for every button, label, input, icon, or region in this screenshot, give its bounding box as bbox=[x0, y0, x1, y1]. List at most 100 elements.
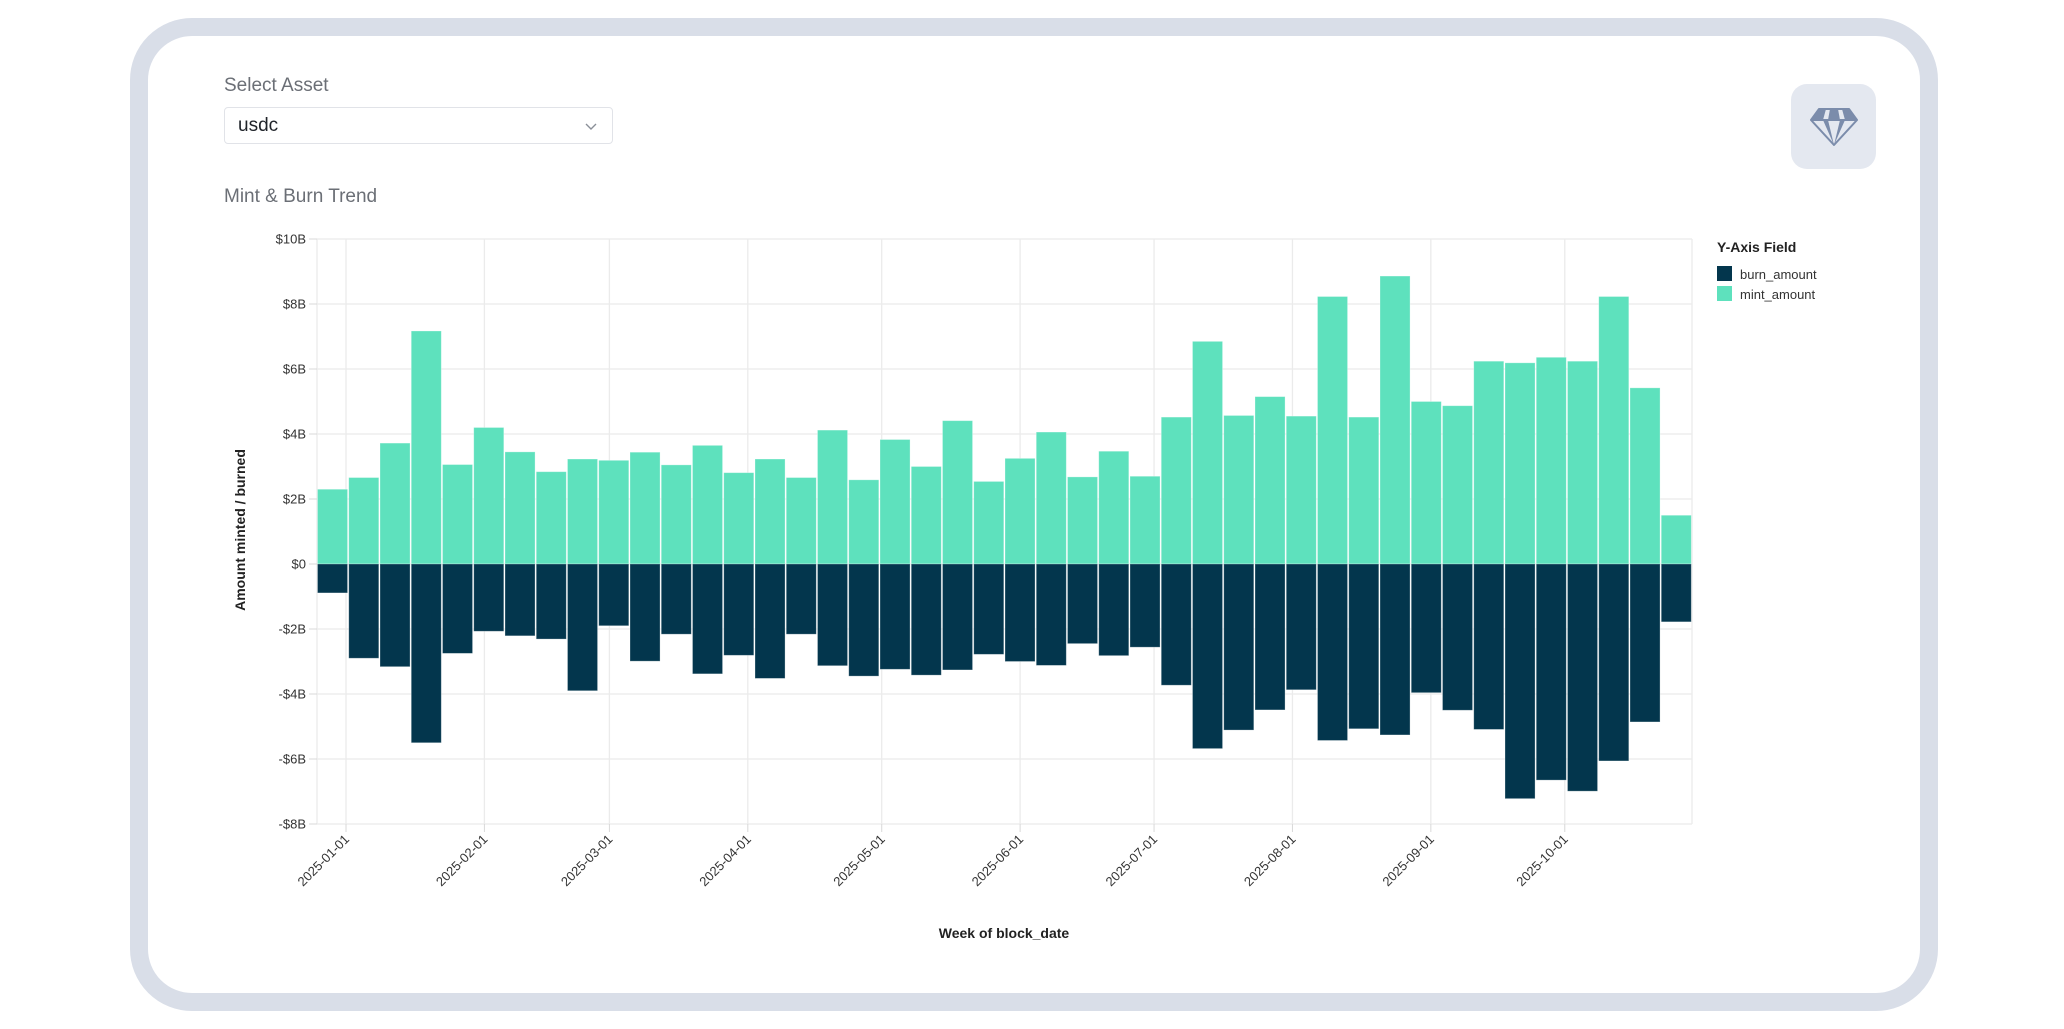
burn-bar[interactable] bbox=[410, 563, 442, 744]
mint-bar[interactable] bbox=[692, 444, 723, 565]
burn-bar[interactable] bbox=[1098, 563, 1130, 657]
burn-bar[interactable] bbox=[910, 563, 942, 676]
mint-bar[interactable] bbox=[442, 464, 473, 565]
burn-bar[interactable] bbox=[1035, 563, 1067, 666]
mint-bar[interactable] bbox=[1317, 296, 1348, 565]
burn-bar[interactable] bbox=[1254, 563, 1286, 711]
mint-bar[interactable] bbox=[598, 459, 630, 565]
burn-bar[interactable] bbox=[1535, 563, 1567, 781]
burn-bar[interactable] bbox=[973, 563, 1005, 655]
burn-bar[interactable] bbox=[629, 563, 661, 662]
burn-bar[interactable] bbox=[442, 563, 473, 654]
mint-bar[interactable] bbox=[910, 466, 942, 565]
burn-bar[interactable] bbox=[348, 563, 380, 659]
mint-bar[interactable] bbox=[1504, 362, 1536, 565]
y-tick-label: -$2B bbox=[279, 622, 306, 637]
burn-bar[interactable] bbox=[1598, 563, 1630, 762]
mint-bar[interactable] bbox=[879, 439, 911, 565]
mint-bar[interactable] bbox=[567, 458, 598, 565]
burn-bar[interactable] bbox=[785, 563, 817, 635]
burn-bar[interactable] bbox=[1004, 563, 1036, 662]
mint-bar[interactable] bbox=[942, 420, 973, 565]
mint-bar[interactable] bbox=[1160, 416, 1192, 565]
burn-bar[interactable] bbox=[879, 563, 911, 670]
mint-bar[interactable] bbox=[348, 477, 380, 565]
burn-bar[interactable] bbox=[1223, 563, 1255, 731]
burn-bar[interactable] bbox=[317, 563, 348, 594]
burn-bar[interactable] bbox=[1192, 563, 1223, 750]
mint-bar[interactable] bbox=[1473, 360, 1505, 565]
mint-bar[interactable] bbox=[1129, 475, 1161, 565]
burn-bar[interactable] bbox=[1317, 563, 1348, 741]
mint-bar[interactable] bbox=[1004, 457, 1036, 565]
mint-bar[interactable] bbox=[1098, 450, 1130, 565]
mint-bar[interactable] bbox=[1535, 356, 1567, 565]
mint-bar[interactable] bbox=[660, 464, 692, 565]
mint-bar[interactable] bbox=[1067, 476, 1098, 565]
mint-bar[interactable] bbox=[785, 477, 817, 565]
mint-bar[interactable] bbox=[1035, 431, 1067, 565]
mint-bar[interactable] bbox=[1192, 340, 1223, 565]
burn-bar[interactable] bbox=[504, 563, 536, 637]
burn-bar[interactable] bbox=[473, 563, 505, 632]
mint-bar[interactable] bbox=[1410, 401, 1442, 565]
mint-bar[interactable] bbox=[1442, 405, 1473, 565]
mint-bar[interactable] bbox=[1379, 275, 1411, 565]
mint-bar[interactable] bbox=[1285, 415, 1317, 565]
burn-bar[interactable] bbox=[1129, 563, 1161, 648]
burn-bar[interactable] bbox=[1567, 563, 1598, 792]
mint-bar[interactable] bbox=[629, 451, 661, 565]
x-tick-label: 2025-02-01 bbox=[433, 832, 491, 890]
burn-bar[interactable] bbox=[660, 563, 692, 635]
burn-bar[interactable] bbox=[598, 563, 630, 627]
burn-bar[interactable] bbox=[942, 563, 973, 671]
mint-bar[interactable] bbox=[1598, 296, 1630, 565]
x-tick-label: 2025-05-01 bbox=[830, 832, 888, 890]
x-tick-label: 2025-04-01 bbox=[696, 832, 754, 890]
mint-bar[interactable] bbox=[473, 427, 505, 565]
mint-bar[interactable] bbox=[1567, 360, 1598, 565]
burn-bar[interactable] bbox=[1473, 563, 1505, 730]
burn-bar[interactable] bbox=[1504, 563, 1536, 800]
burn-bar[interactable] bbox=[1348, 563, 1380, 730]
burn-bar[interactable] bbox=[535, 563, 567, 640]
mint-bar[interactable] bbox=[379, 442, 411, 565]
mint-bar[interactable] bbox=[410, 330, 442, 565]
burn-bar[interactable] bbox=[848, 563, 880, 677]
y-tick-label: $4B bbox=[283, 427, 306, 442]
mint-bar[interactable] bbox=[973, 481, 1005, 565]
bars bbox=[317, 275, 1692, 800]
burn-bar[interactable] bbox=[1285, 563, 1317, 691]
asset-select-dropdown[interactable]: usdc bbox=[224, 107, 613, 144]
burn-bar[interactable] bbox=[379, 563, 411, 668]
x-tick-label: 2025-10-01 bbox=[1513, 832, 1571, 890]
mint-bar[interactable] bbox=[1660, 514, 1692, 565]
mint-bar[interactable] bbox=[535, 471, 567, 565]
chart-section-title: Mint & Burn Trend bbox=[224, 186, 378, 207]
burn-bar[interactable] bbox=[1067, 563, 1098, 645]
mint-bar[interactable] bbox=[504, 451, 536, 565]
burn-bar[interactable] bbox=[1660, 563, 1692, 623]
burn-bar[interactable] bbox=[723, 563, 755, 656]
burn-bar[interactable] bbox=[567, 563, 598, 692]
burn-bar[interactable] bbox=[1379, 563, 1411, 736]
mint-bar[interactable] bbox=[754, 458, 786, 565]
mint-bar[interactable] bbox=[1223, 415, 1255, 565]
burn-bar[interactable] bbox=[1410, 563, 1442, 694]
mint-bar[interactable] bbox=[317, 488, 348, 565]
mint-bar[interactable] bbox=[723, 472, 755, 565]
burn-bar[interactable] bbox=[817, 563, 848, 667]
burn-bar[interactable] bbox=[754, 563, 786, 679]
x-tick-label: 2025-06-01 bbox=[969, 832, 1027, 890]
mint-bar[interactable] bbox=[1254, 396, 1286, 565]
burn-bar[interactable] bbox=[692, 563, 723, 675]
legend-title: Y-Axis Field bbox=[1717, 239, 1796, 255]
burn-bar[interactable] bbox=[1160, 563, 1192, 686]
mint-bar[interactable] bbox=[848, 479, 880, 565]
mint-bar[interactable] bbox=[1629, 387, 1661, 565]
burn-bar[interactable] bbox=[1629, 563, 1661, 723]
mint-bar[interactable] bbox=[817, 429, 848, 565]
gem-button[interactable] bbox=[1791, 84, 1876, 169]
burn-bar[interactable] bbox=[1442, 563, 1473, 711]
mint-bar[interactable] bbox=[1348, 416, 1380, 565]
